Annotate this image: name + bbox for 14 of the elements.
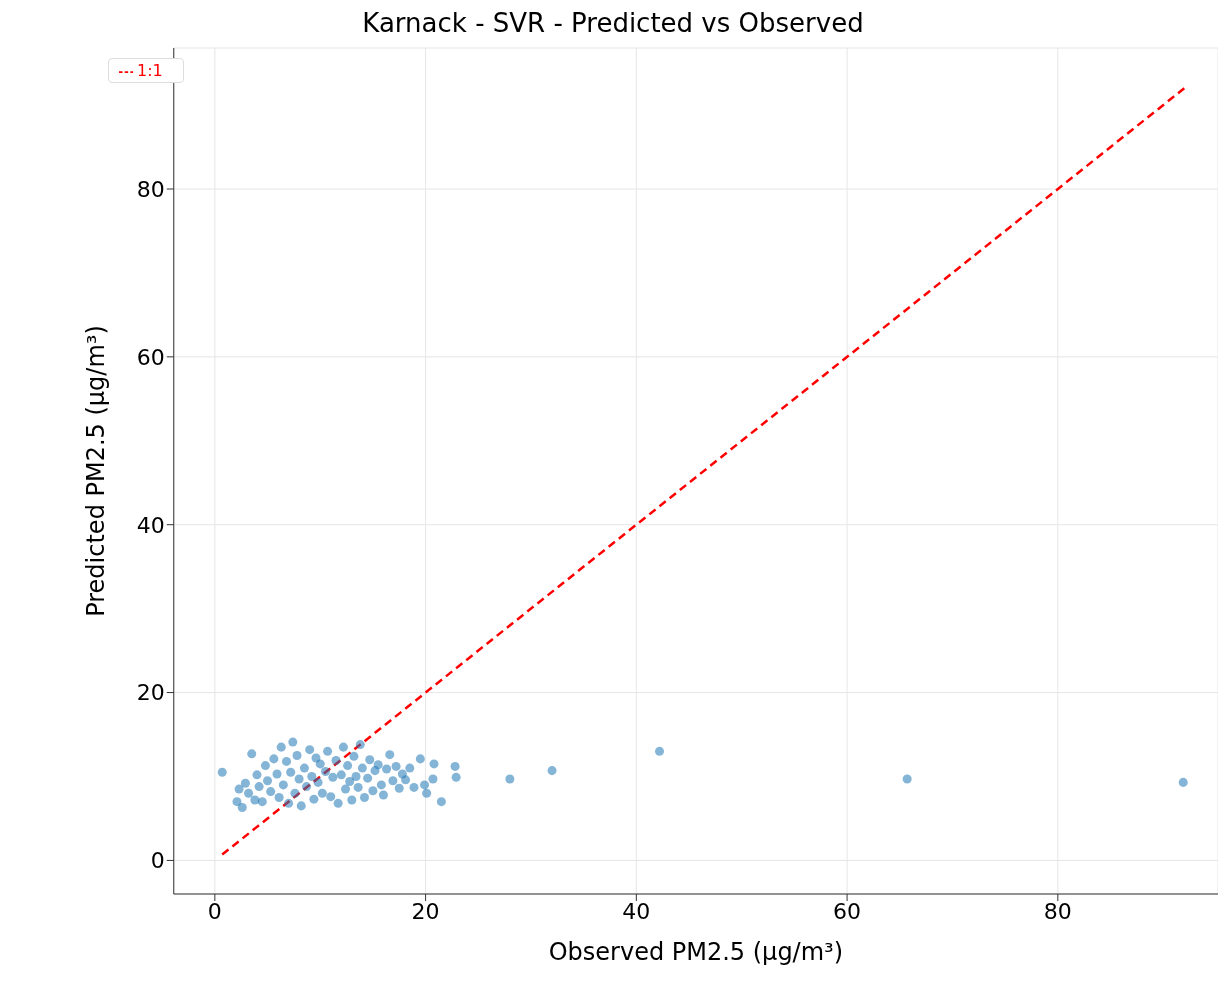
x-tick-label: 20 bbox=[411, 898, 440, 924]
x-tick-label: 60 bbox=[833, 898, 862, 924]
y-tick-label: 60 bbox=[136, 344, 165, 370]
chart-title: Karnack - SVR - Predicted vs Observed bbox=[361, 8, 865, 40]
x-axis-title: Observed PM2.5 (µg/m³) bbox=[548, 938, 844, 966]
y-tick-label: 20 bbox=[136, 680, 165, 706]
y-tick-label: 0 bbox=[150, 848, 165, 874]
legend-label: 1:1 bbox=[137, 61, 163, 80]
x-tick-label: 80 bbox=[1043, 898, 1072, 924]
y-tick-label: 40 bbox=[136, 512, 165, 538]
x-tick-label: 0 bbox=[207, 898, 222, 924]
y-tick-label: 80 bbox=[136, 176, 165, 202]
y-axis-title: Predicted PM2.5 (µg/m³) bbox=[82, 325, 111, 617]
x-tick-label: 40 bbox=[622, 898, 651, 924]
